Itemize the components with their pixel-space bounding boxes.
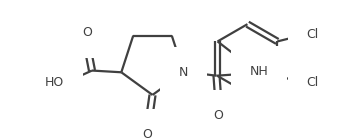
Text: O: O [142, 128, 152, 140]
Text: Cl: Cl [307, 28, 319, 41]
Text: O: O [213, 108, 223, 122]
Text: N: N [179, 66, 188, 79]
Text: HO: HO [45, 76, 64, 89]
Text: Cl: Cl [307, 76, 319, 89]
Text: O: O [82, 26, 92, 39]
Text: NH: NH [249, 65, 268, 78]
